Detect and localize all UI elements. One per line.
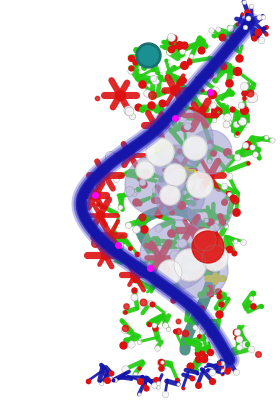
Circle shape <box>202 245 228 271</box>
Circle shape <box>164 164 186 186</box>
Circle shape <box>194 229 216 251</box>
Circle shape <box>158 260 182 284</box>
Circle shape <box>187 172 213 198</box>
Circle shape <box>188 188 232 232</box>
Circle shape <box>155 145 195 185</box>
Circle shape <box>174 249 206 281</box>
Circle shape <box>125 155 185 215</box>
Circle shape <box>136 161 154 179</box>
Circle shape <box>192 231 224 263</box>
Circle shape <box>172 242 228 298</box>
Circle shape <box>140 220 210 290</box>
Circle shape <box>188 130 232 174</box>
Circle shape <box>183 136 207 160</box>
Circle shape <box>146 138 174 166</box>
Circle shape <box>157 110 213 166</box>
Circle shape <box>155 170 205 220</box>
Circle shape <box>160 185 180 205</box>
